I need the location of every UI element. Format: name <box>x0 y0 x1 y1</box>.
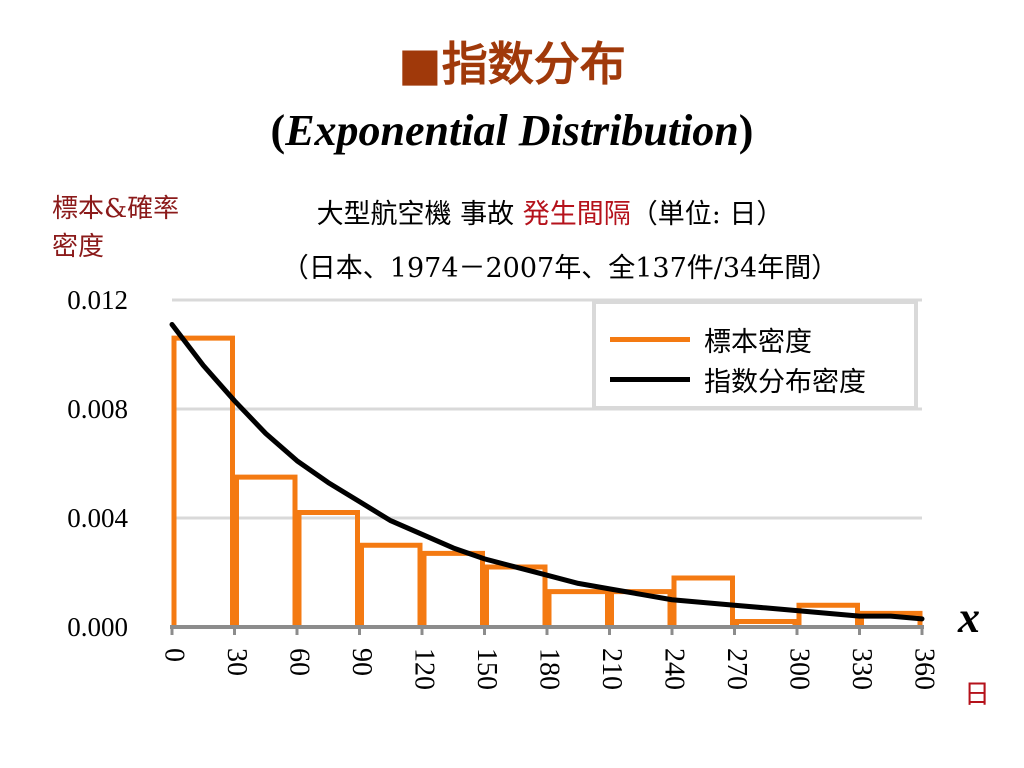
y-tick-label: 0.004 <box>67 503 128 533</box>
histogram-bar <box>296 510 360 627</box>
x-tick-label: 30 <box>221 648 252 676</box>
x-tick-label: 150 <box>471 648 502 690</box>
y-tick-label: 0.000 <box>67 612 128 642</box>
x-tick-label: 240 <box>659 648 690 690</box>
subtitle-suffix: （単位: 日） <box>630 199 784 230</box>
title-jp-text: 指数分布 <box>441 37 626 91</box>
histogram-bar <box>234 474 298 627</box>
chart-subtitle-line1: 大型航空機 事故 発生間隔（単位: 日） <box>200 192 900 231</box>
x-tick-label: 360 <box>909 648 940 690</box>
x-tick-label: 60 <box>284 648 315 676</box>
exponential-curve <box>169 322 925 622</box>
title-square-bullet: ■ <box>398 37 442 91</box>
legend-item-sample: 標本密度 <box>610 320 812 358</box>
x-tick-label: 0 <box>159 648 190 662</box>
histogram-bar <box>609 589 673 627</box>
x-tick-label: 120 <box>409 648 440 690</box>
histogram-bar <box>734 619 798 627</box>
x-tick-label: 180 <box>534 648 565 690</box>
legend-label-sample: 標本密度 <box>704 326 812 358</box>
histogram-bar <box>671 575 735 627</box>
x-variable-label: x <box>958 593 980 642</box>
title-en-close: ) <box>738 106 754 155</box>
x-tick-label: 210 <box>596 648 627 690</box>
y-tick-label: 0.012 <box>67 285 128 315</box>
histogram-bar <box>546 589 610 627</box>
histogram-bar <box>484 564 548 627</box>
x-tick-label: 90 <box>346 648 377 676</box>
histogram-bar <box>359 542 423 627</box>
histogram-bar <box>171 335 235 627</box>
x-tick-label: 300 <box>784 648 815 690</box>
x-unit-label: 日 <box>964 680 991 710</box>
y-axis-label: 標本&確率 密度 <box>52 190 179 266</box>
chart-subtitle-line2: （日本、1974－2007年、全137件/34年間） <box>281 253 839 284</box>
legend-item-curve: 指数分布密度 <box>610 360 866 398</box>
subtitle-prefix: 大型航空機 事故 <box>316 199 523 230</box>
x-tick-label: 270 <box>721 648 752 690</box>
chart-legend: 標本密度 指数分布密度 <box>592 300 918 410</box>
y-axis-label-line1: 標本&確率 <box>52 194 180 224</box>
x-tick-label: 330 <box>846 648 877 690</box>
page-subtitle-en: (Exponential Distribution) <box>0 105 1024 156</box>
histogram-bar <box>421 550 485 627</box>
title-en-text: Exponential Distribution <box>285 106 739 155</box>
legend-label-curve: 指数分布密度 <box>704 366 866 398</box>
subtitle-highlight: 発生間隔 <box>522 199 631 230</box>
page-title: ■指数分布 <box>0 28 1024 94</box>
y-tick-label: 0.008 <box>67 394 128 424</box>
y-axis-label-line2: 密度 <box>52 232 105 262</box>
legend-swatch-curve <box>610 376 690 382</box>
legend-swatch-sample <box>610 336 690 342</box>
title-en-open: ( <box>270 106 286 155</box>
